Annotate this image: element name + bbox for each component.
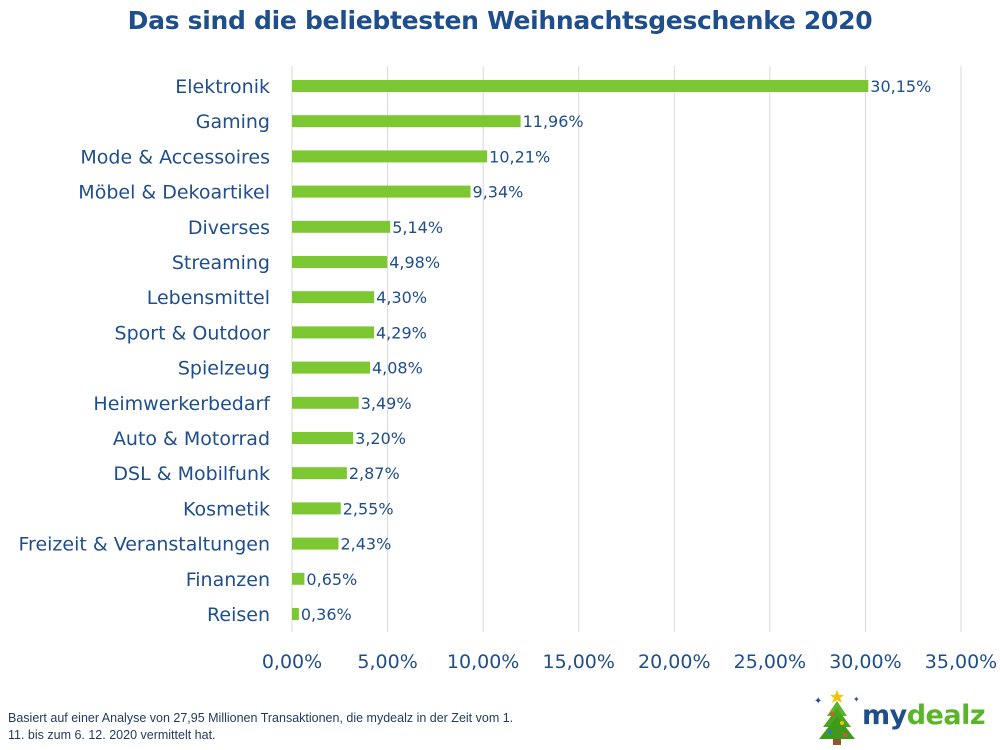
value-label-10: 3,20% <box>355 429 406 448</box>
bar-6 <box>292 291 375 304</box>
value-label-15: 0,36% <box>301 605 352 624</box>
bar-7 <box>292 326 375 339</box>
value-label-4: 5,14% <box>392 218 443 237</box>
x-tick-label-2: 10,00% <box>447 651 519 673</box>
footnote: Basiert auf einer Analyse von 27,95 Mill… <box>8 711 514 742</box>
svg-text:✦: ✦ <box>814 696 822 707</box>
category-label-15: Reisen <box>207 604 270 626</box>
bar-5 <box>292 256 388 268</box>
category-label-0: Elektronik <box>175 76 270 98</box>
x-tick-label-5: 25,00% <box>734 651 806 673</box>
category-label-10: Auto & Motorrad <box>113 428 270 450</box>
category-label-7: Sport & Outdoor <box>115 322 271 344</box>
value-label-11: 2,87% <box>349 464 400 483</box>
category-label-2: Mode & Accessoires <box>80 146 270 168</box>
value-label-1: 11,96% <box>523 112 584 131</box>
svg-text:✦: ✦ <box>853 695 860 704</box>
bar-4 <box>292 220 391 233</box>
value-label-3: 9,34% <box>473 183 524 202</box>
value-label-13: 2,43% <box>340 535 391 554</box>
value-label-12: 2,55% <box>343 499 394 518</box>
value-label-9: 3,49% <box>361 394 412 413</box>
christmas-tree-icon: ✦ ✦ <box>814 690 860 745</box>
category-label-12: Kosmetik <box>183 498 270 520</box>
x-tick-label-7: 35,00% <box>925 651 997 673</box>
category-label-3: Möbel & Dekoartikel <box>78 182 270 204</box>
bar-2 <box>292 150 488 163</box>
bar-15 <box>292 608 299 620</box>
category-label-9: Heimwerkerbedarf <box>93 393 271 415</box>
x-tick-label-3: 15,00% <box>542 651 614 673</box>
x-tick-label-4: 20,00% <box>638 651 710 673</box>
bar-11 <box>292 467 347 480</box>
chart-title: Das sind die beliebtesten Weihnachtsgesc… <box>127 6 873 35</box>
category-label-1: Gaming <box>196 111 270 133</box>
x-tick-label-1: 5,00% <box>357 651 417 673</box>
bar-13 <box>292 537 339 550</box>
value-label-2: 10,21% <box>489 147 550 166</box>
bar-0 <box>292 80 869 92</box>
bar-1 <box>292 115 521 128</box>
category-label-11: DSL & Mobilfunk <box>113 463 270 485</box>
value-label-14: 0,65% <box>306 570 357 589</box>
logo-wordmark: mydealz <box>862 700 986 731</box>
bar-14 <box>292 572 305 585</box>
bar-10 <box>292 432 354 444</box>
category-label-8: Spielzeug <box>178 358 270 380</box>
x-tick-label-6: 30,00% <box>829 651 901 673</box>
category-label-4: Diverses <box>188 217 270 239</box>
category-label-14: Finanzen <box>186 569 270 591</box>
bar-12 <box>292 502 341 515</box>
category-label-5: Streaming <box>172 252 270 274</box>
bar-9 <box>292 396 359 409</box>
value-label-0: 30,15% <box>870 77 931 96</box>
category-label-13: Freizeit & Veranstaltungen <box>19 534 271 556</box>
x-tick-label-0: 0,00% <box>262 651 322 673</box>
bar-8 <box>292 361 370 374</box>
logo-text-my: my <box>862 700 907 731</box>
value-label-8: 4,08% <box>372 359 423 378</box>
value-label-6: 4,30% <box>376 288 427 307</box>
bar-3 <box>292 185 471 198</box>
category-label-6: Lebensmittel <box>147 287 270 309</box>
value-label-7: 4,29% <box>376 323 427 342</box>
bar-chart: 0,00% 5,00% 10,00% 15,00% 20,00% 25,00% 30,00%… <box>19 66 997 673</box>
logo-text-dealz: dealz <box>906 700 986 731</box>
mydealz-logo: ✦ ✦ mydealz <box>812 688 997 748</box>
value-label-5: 4,98% <box>389 253 440 272</box>
